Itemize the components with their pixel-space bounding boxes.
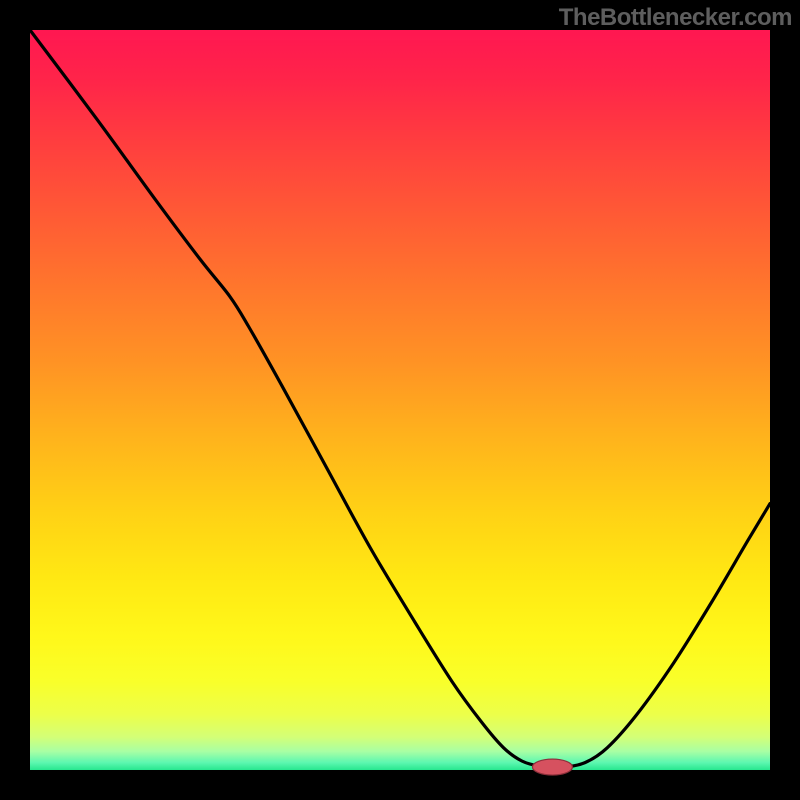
plot-background bbox=[30, 30, 770, 770]
optimum-marker bbox=[532, 759, 572, 775]
watermark-text: TheBottlenecker.com bbox=[559, 0, 800, 32]
bottleneck-curve-chart bbox=[0, 0, 800, 800]
